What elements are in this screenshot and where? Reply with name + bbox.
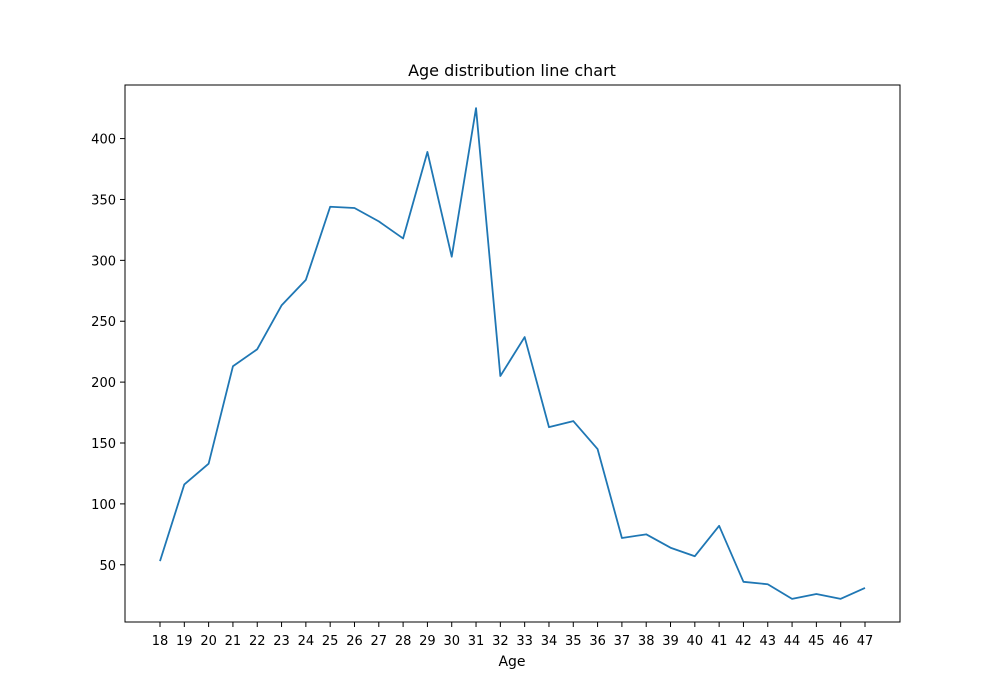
x-tick-label: 29 [419, 634, 436, 649]
x-tick-label: 35 [565, 634, 582, 649]
y-tick-label: 150 [91, 437, 116, 452]
x-tick-label: 40 [687, 634, 704, 649]
x-tick-label: 47 [857, 634, 874, 649]
y-tick-label: 400 [91, 133, 116, 148]
x-tick-label: 37 [614, 634, 631, 649]
x-tick-label: 43 [759, 634, 776, 649]
x-tick-label: 33 [516, 634, 533, 649]
x-tick-label: 19 [176, 634, 193, 649]
x-tick-label: 42 [735, 634, 752, 649]
x-axis-label: Age [498, 654, 525, 670]
x-tick-label: 24 [298, 634, 315, 649]
chart-title: Age distribution line chart [408, 61, 616, 80]
y-tick-label: 50 [99, 559, 116, 574]
x-tick-label: 22 [249, 634, 266, 649]
plot-area [159, 107, 866, 600]
y-tick-label: 200 [91, 376, 116, 391]
x-tick-label: 28 [395, 634, 412, 649]
x-tick-label: 32 [492, 634, 509, 649]
x-tick-label: 44 [784, 634, 801, 649]
y-tick-label: 250 [91, 315, 116, 330]
x-tick-label: 38 [638, 634, 655, 649]
x-tick-label: 21 [225, 634, 242, 649]
x-tick-label: 46 [832, 634, 849, 649]
x-tick-label: 23 [273, 634, 290, 649]
x-tick-label: 20 [200, 634, 217, 649]
y-tick-label: 100 [91, 498, 116, 513]
x-axis: 18 19 20 21 22 23 24 25 26 27 28 29 30 31 32 33 34 35 36 37… [152, 622, 874, 649]
y-tick-label: 300 [91, 254, 116, 269]
x-tick-label: 27 [371, 634, 388, 649]
x-tick-label: 36 [589, 634, 606, 649]
x-tick-label: 30 [443, 634, 460, 649]
x-tick-label: 45 [808, 634, 825, 649]
x-tick-label: 18 [152, 634, 169, 649]
plot-frame [124, 84, 901, 623]
x-tick-label: 34 [541, 634, 558, 649]
x-tick-label: 41 [711, 634, 728, 649]
x-tick-label: 39 [662, 634, 679, 649]
y-tick-label: 350 [91, 193, 116, 208]
x-tick-label: 31 [468, 634, 485, 649]
y-axis: 50 100 150 200 250 300 350 400 [91, 133, 125, 574]
x-tick-label: 25 [322, 634, 339, 649]
series-line [159, 107, 866, 600]
x-tick-label: 26 [346, 634, 363, 649]
